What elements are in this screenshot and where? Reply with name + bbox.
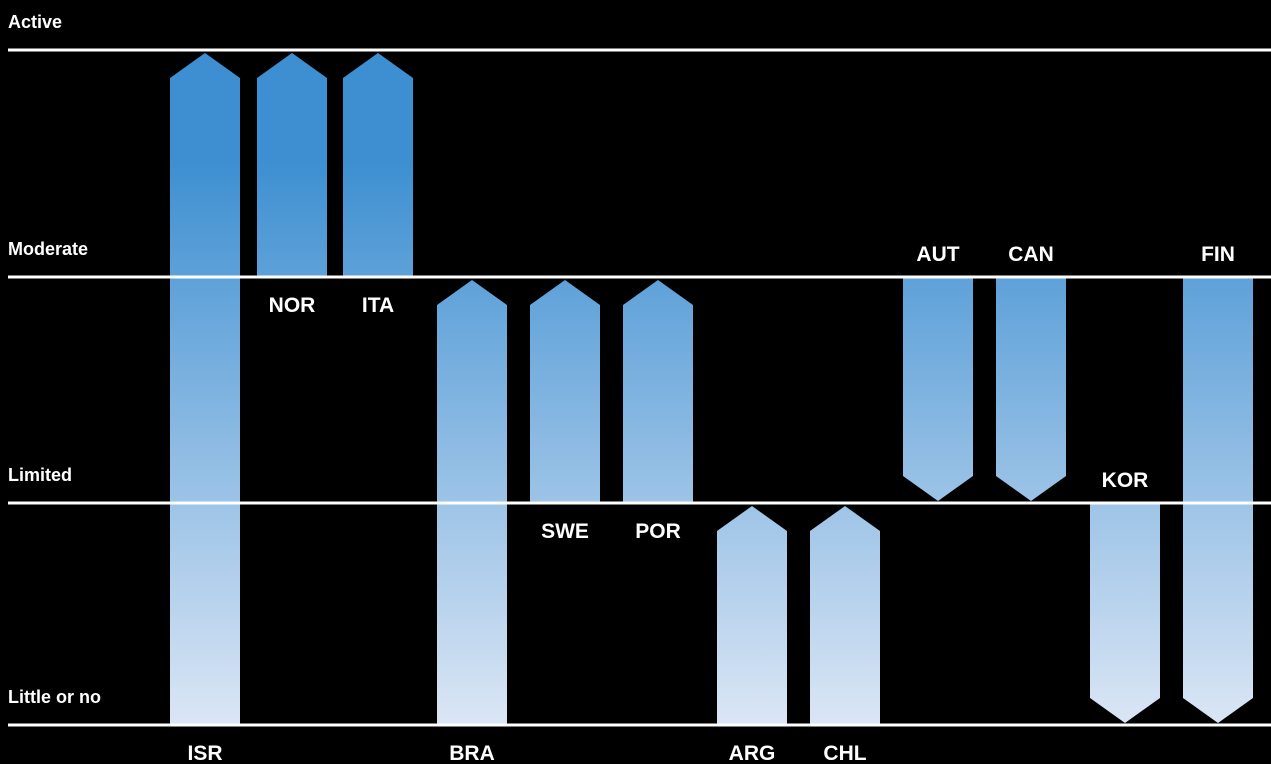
arrow-swe	[530, 280, 600, 503]
country-label-aut: AUT	[916, 243, 959, 266]
country-label-chl: CHL	[823, 742, 866, 764]
arrow-isr	[170, 53, 240, 725]
labels-layer: Little or no Limited Moderate Active ISR NOR I…	[8, 12, 1235, 764]
arrow-arg	[717, 506, 787, 725]
level-lines-layer	[8, 48, 1271, 727]
country-label-bra: BRA	[449, 742, 495, 764]
arrow-aut	[903, 277, 973, 501]
country-label-swe: SWE	[541, 520, 589, 543]
level-label: Moderate	[8, 239, 88, 259]
country-label-ita: ITA	[362, 294, 394, 317]
country-label-fin: FIN	[1201, 243, 1235, 266]
country-label-isr: ISR	[187, 742, 222, 764]
arrow-can	[996, 277, 1066, 501]
country-label-por: POR	[635, 520, 681, 543]
arrow-nor	[257, 53, 327, 277]
arrow-por	[623, 280, 693, 503]
level-label: Limited	[8, 465, 72, 485]
arrows-layer	[170, 53, 1253, 725]
arrow-chl	[810, 506, 880, 725]
arrow-ita	[343, 53, 413, 277]
country-label-kor: KOR	[1102, 469, 1149, 492]
country-label-can: CAN	[1008, 243, 1054, 266]
level-label: Active	[8, 12, 62, 32]
level-label: Little or no	[8, 687, 101, 707]
country-label-arg: ARG	[729, 742, 776, 764]
arrow-kor	[1090, 503, 1160, 723]
arrow-fin	[1183, 277, 1253, 723]
country-label-nor: NOR	[269, 294, 316, 317]
